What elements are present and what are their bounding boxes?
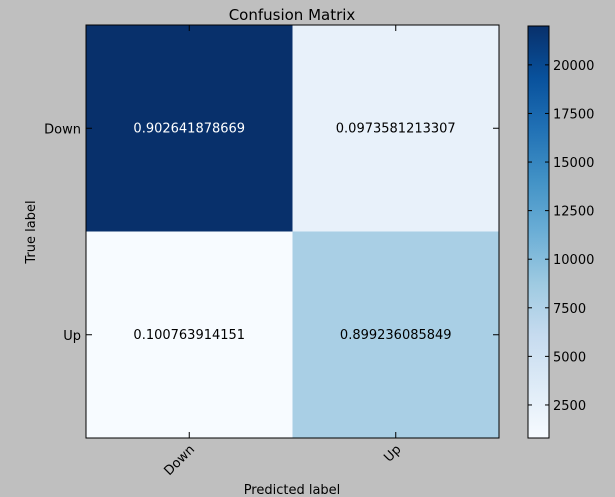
plot-frame (85, 24, 500, 439)
colorbar-tick-label: 15000 (553, 156, 594, 171)
x-tick-label: Up (381, 442, 404, 465)
heatmap-cell (86, 25, 293, 232)
colorbar-ticks: 2500 5000 7500 10000 12500 15000 17500 20000 (528, 59, 594, 414)
colorbar-tick-label: 12500 (553, 205, 594, 220)
colorbar-tick-label: 17500 (553, 107, 594, 122)
heatmap-cells: 0.902641878669 0.0973581213307 0.100763914… (86, 25, 500, 439)
y-tick-label: Down (44, 122, 81, 137)
y-axis-ticks: Down Up (44, 122, 499, 344)
colorbar (527, 25, 550, 439)
colorbar-tick-label: 2500 (553, 399, 586, 414)
heatmap-cell (86, 231, 293, 439)
colorbar-tick-label: 10000 (553, 253, 594, 268)
colorbar-tick-label: 5000 (553, 350, 586, 365)
heatmap-cell (292, 25, 500, 232)
y-tick-label: Up (63, 329, 81, 344)
x-axis-label: Predicted label (244, 483, 341, 497)
cell-value-label: 0.100763914151 (133, 328, 245, 343)
cell-value-label: 0.0973581213307 (336, 121, 456, 136)
chart-title: Confusion Matrix (229, 6, 356, 24)
heatmap-cell (292, 231, 500, 439)
colorbar-tick-label: 20000 (553, 59, 594, 74)
x-tick-label: Down (161, 442, 198, 479)
cell-value-label: 0.899236085849 (340, 328, 452, 343)
y-axis-label: True label (24, 200, 39, 264)
cell-value-label: 0.902641878669 (133, 121, 245, 136)
colorbar-tick-label: 7500 (553, 302, 586, 317)
